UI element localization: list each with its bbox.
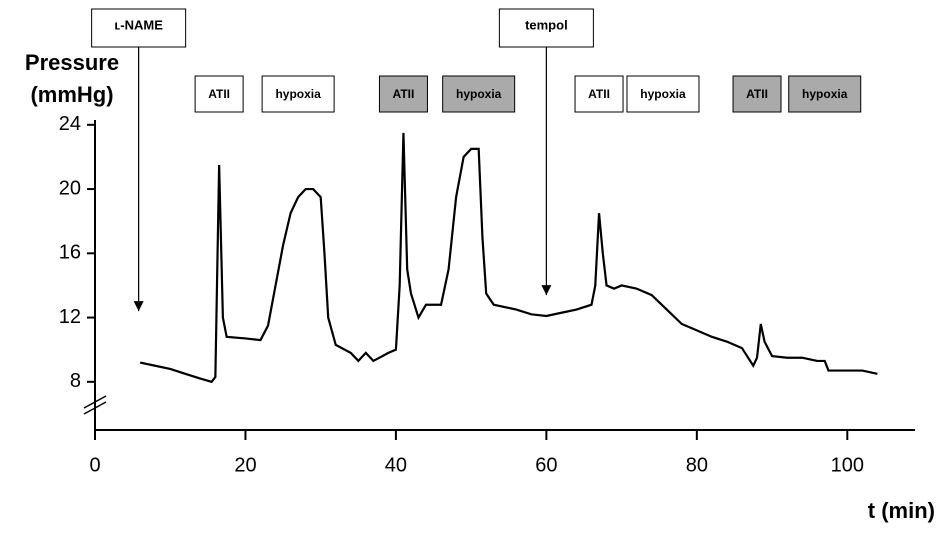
x-tick-label: 0 [89, 454, 100, 476]
stimulus-box [732, 75, 782, 113]
stimulus-box [788, 75, 862, 113]
y-tick-label: 24 [59, 113, 81, 135]
x-tick-label: 20 [234, 454, 256, 476]
stimulus-box [574, 75, 624, 113]
x-axis-label: t (min) [868, 498, 935, 523]
drug-label: ʟ-NAME [114, 17, 163, 32]
y-tick-label: 12 [59, 306, 81, 328]
stimulus-label: hypoxia [275, 87, 321, 101]
stimulus-label: ATII [588, 87, 610, 101]
stimulus-label: ATII [208, 87, 230, 101]
drug-label: tempol [525, 17, 568, 32]
stimulus-label: hypoxia [456, 87, 502, 101]
y-tick-label: 8 [70, 370, 81, 392]
arrow-head [133, 301, 144, 312]
drug-box [498, 8, 594, 48]
stimulus-label: hypoxia [802, 87, 848, 101]
y-axis-label: Pressure [25, 50, 119, 75]
y-tick-label: 16 [59, 242, 81, 264]
x-tick-label: 60 [535, 454, 557, 476]
x-tick-label: 40 [385, 454, 407, 476]
stimulus-box [261, 75, 335, 113]
stimulus-label: hypoxia [640, 87, 686, 101]
drug-box [91, 8, 187, 48]
arrow-head [541, 285, 552, 296]
stimulus-label: ATII [393, 87, 415, 101]
x-tick-label: 80 [686, 454, 708, 476]
stimulus-box [442, 75, 516, 113]
y-tick-label: 20 [59, 177, 81, 199]
stimulus-box [378, 75, 428, 113]
stimulus-label: ATII [746, 87, 768, 101]
axis-break [83, 401, 107, 415]
stimulus-box [194, 75, 244, 113]
y-axis-label: (mmHg) [30, 82, 113, 107]
stimulus-box [626, 75, 700, 113]
trace [139, 132, 878, 384]
axis-break [83, 395, 107, 409]
x-tick-label: 100 [831, 454, 864, 476]
